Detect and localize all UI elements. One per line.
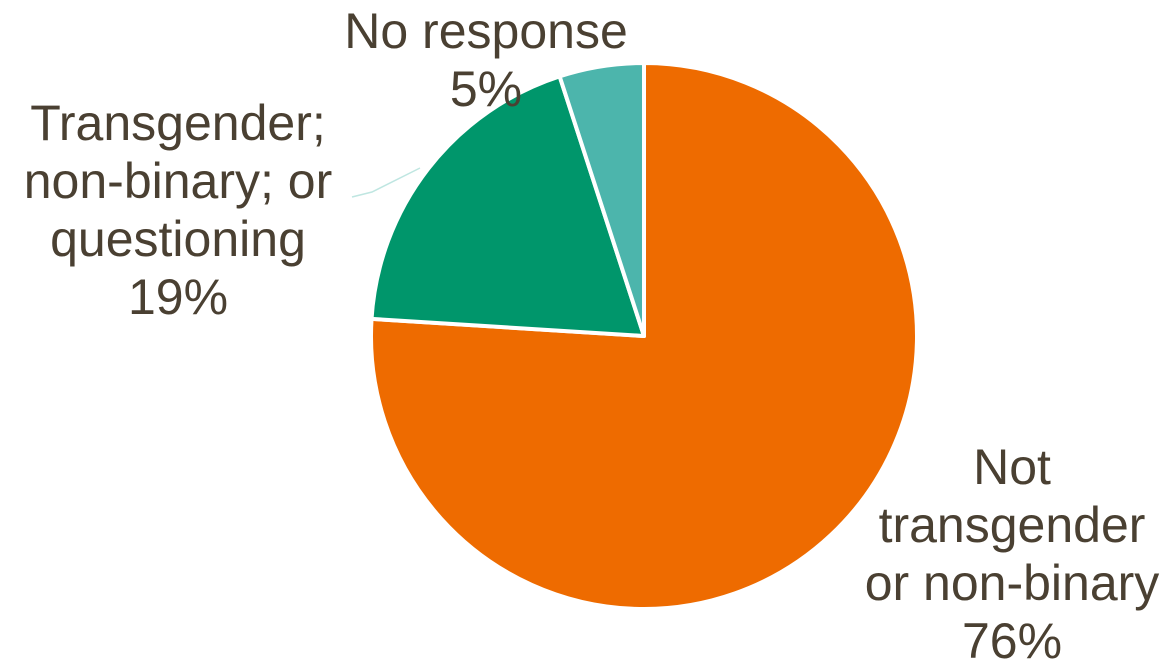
percent-label: 76% [962,613,1062,669]
percent-label: 5% [450,61,522,117]
category-label-line: or non-binary [865,555,1160,611]
category-label-line: questioning [50,211,306,267]
label-not-transgender: Not transgender or non-binary 76% [865,439,1160,669]
category-label-line: Transgender; [30,95,326,151]
label-no-response: No response 5% [344,3,628,117]
slice-no-response [557,61,646,338]
pie-slices [369,61,919,611]
leader-line [351,167,421,198]
leader-lines [351,167,421,198]
label-transgender-nonbinary-questioning: Transgender; non-binary; or questioning 19% [24,95,333,325]
category-label-line: transgender [879,497,1146,553]
category-label-line: No response [344,3,628,59]
category-label-line: Not [973,439,1051,495]
slice-transgender-nonbinary-questioning [369,74,646,338]
category-label-line: non-binary; or [24,153,333,209]
percent-label: 19% [128,269,228,325]
slice-labels: Not transgender or non-binary 76% Transgende… [24,3,1160,669]
